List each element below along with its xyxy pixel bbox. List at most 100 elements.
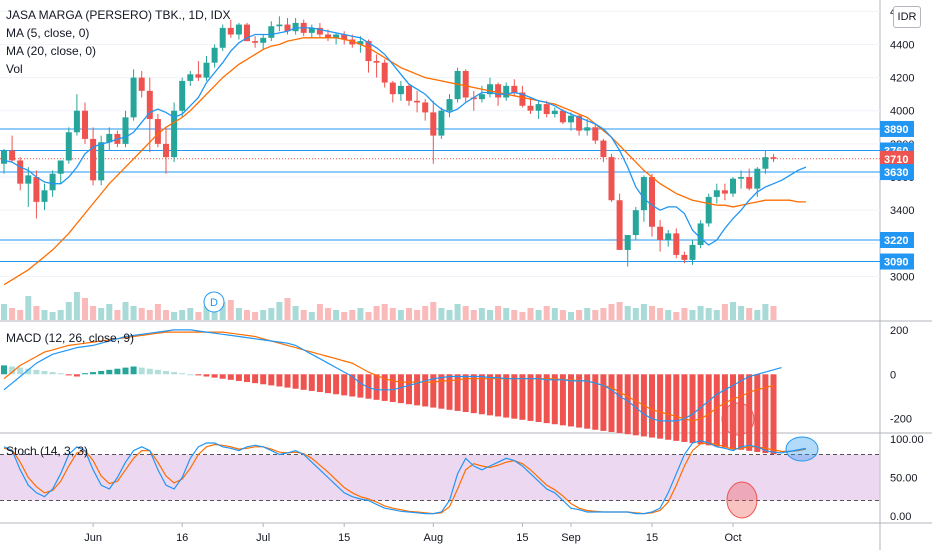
candle-body [454, 70, 461, 100]
macd-histogram-bar [227, 374, 234, 380]
macd-y-tick: 0 [890, 369, 896, 381]
stoch-band [0, 454, 880, 501]
volume-bar [154, 304, 161, 320]
macd-histogram-bar [308, 374, 315, 391]
candle-body [381, 62, 388, 83]
volume-bar [657, 308, 664, 320]
macd-histogram-bar [551, 374, 558, 425]
volume-bar [406, 308, 412, 320]
candle-body [90, 138, 97, 181]
level-badge [880, 232, 914, 248]
macd-histogram-bar [49, 372, 56, 375]
volume-bar [495, 306, 502, 320]
candle-body [446, 99, 453, 111]
volume-legend[interactable]: Vol [6, 62, 23, 76]
candle-body [511, 85, 518, 93]
candle-body [349, 39, 356, 45]
macd-line [3, 329, 782, 422]
macd-y-tick: -200 [890, 414, 912, 426]
candle-body [559, 110, 566, 123]
macd-histogram-bar [138, 367, 145, 375]
macd-histogram-bar [276, 374, 283, 387]
volume-bar [98, 308, 105, 320]
volume-bar [227, 300, 234, 320]
volume-bar [640, 304, 647, 320]
candle-body [422, 102, 429, 113]
macd-histogram-bar [373, 374, 380, 400]
candle-body [462, 70, 469, 98]
volume-bar [130, 306, 137, 320]
candle-body [713, 190, 720, 197]
candle-body [244, 24, 250, 42]
volume-bar [106, 304, 113, 320]
macd-histogram-bar [235, 374, 242, 381]
macd-histogram-bar [114, 368, 121, 375]
candle-body [503, 85, 510, 98]
candle-body [721, 190, 728, 194]
macd-histogram-bar [163, 370, 169, 375]
volume-bar [357, 308, 364, 320]
candle-body [365, 41, 372, 62]
macd-histogram-bar [519, 374, 526, 420]
candle-body [187, 74, 194, 81]
x-tick-label: 16 [176, 532, 188, 544]
candle-body [397, 85, 404, 95]
candle-body [406, 85, 412, 101]
candle-body [527, 105, 534, 111]
macd-histogram-bar [73, 374, 80, 377]
candle-body [762, 157, 769, 169]
macd-histogram-bar [389, 374, 396, 403]
candle-body [163, 143, 169, 158]
volume-bar [300, 310, 307, 320]
volume-bar [195, 312, 202, 320]
ma20-legend[interactable]: MA (20, close, 0) [6, 44, 97, 58]
ma20-line [3, 37, 806, 286]
stoch-legend[interactable]: Stoch (14, 3, 3) [6, 444, 89, 458]
volume-bar [576, 310, 583, 320]
volume-bar [414, 310, 421, 320]
ma5-legend[interactable]: MA (5, close, 0) [6, 26, 90, 40]
dividend-marker-label: D [210, 297, 218, 309]
candle-body [373, 61, 380, 63]
macd-histogram-bar [260, 374, 267, 385]
volume-bar [624, 306, 631, 320]
macd-histogram-bar [535, 374, 542, 423]
dividend-marker [203, 291, 225, 313]
macd-histogram-bar [503, 374, 510, 418]
macd-histogram-bar [430, 374, 437, 408]
volume-bar [373, 306, 380, 320]
volume-bar [462, 306, 469, 320]
macd-histogram-bar [406, 374, 412, 405]
candle-body [146, 90, 153, 120]
chart-title: JASA MARGA (PERSERO) TBK., 1D, IDX [6, 8, 231, 22]
macd-histogram-bar [9, 366, 16, 375]
volume-bar [551, 308, 558, 320]
macd-histogram-bar [381, 374, 388, 401]
candle-body [519, 92, 526, 106]
candle-body [138, 77, 145, 91]
candle-body [73, 110, 80, 133]
level-badge [880, 164, 914, 181]
volume-bar [438, 308, 445, 320]
candle-body [219, 27, 226, 48]
candle-body [227, 27, 234, 35]
macd-histogram-bar [616, 374, 623, 434]
macd-y-tick: 200 [890, 325, 908, 337]
stoch-y-tick: 50.00 [890, 473, 918, 485]
macd-histogram-bar [738, 374, 745, 450]
macd-histogram-bar [292, 374, 299, 389]
candle-body [130, 77, 137, 118]
volume-bar [49, 312, 56, 320]
volume-bar [721, 304, 728, 320]
candle-body [495, 84, 502, 98]
currency-button[interactable]: IDR [893, 6, 921, 28]
macd-legend[interactable]: MACD (12, 26, close, 9) [6, 331, 135, 345]
macd-histogram-bar [82, 373, 88, 375]
candle-body [235, 24, 242, 35]
volume-bar [333, 310, 340, 320]
candle-body [681, 254, 688, 260]
candle-body [106, 133, 113, 143]
macd-histogram-bar [478, 374, 485, 415]
candle-body [357, 41, 364, 45]
macd-histogram-bar [98, 370, 105, 375]
